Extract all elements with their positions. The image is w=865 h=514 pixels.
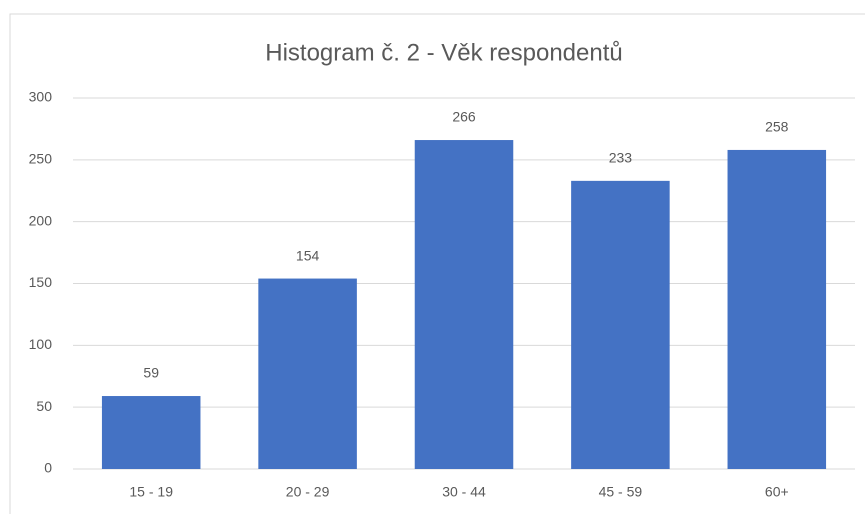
- data-label: 59: [143, 365, 159, 381]
- bar: [101, 396, 201, 469]
- bar: [571, 180, 670, 469]
- y-tick-label: 200: [29, 212, 53, 228]
- x-tick-label: 45 - 59: [599, 484, 643, 500]
- x-tick-label: 20 - 29: [286, 484, 330, 500]
- y-tick-label: 250: [29, 151, 53, 167]
- y-tick-label: 150: [29, 274, 53, 290]
- bar: [258, 278, 357, 469]
- bar: [414, 140, 514, 469]
- y-tick-label: 100: [29, 336, 53, 352]
- data-label: 233: [609, 150, 633, 166]
- x-tick-label: 60+: [765, 484, 789, 500]
- chart-title: Histogram č. 2 - Věk respondentů: [265, 39, 623, 66]
- y-tick-label: 0: [44, 460, 52, 476]
- x-tick-label: 30 - 44: [442, 484, 486, 500]
- data-label: 154: [296, 247, 320, 263]
- data-label: 258: [765, 119, 789, 135]
- data-label: 266: [452, 109, 476, 125]
- x-tick-label: 15 - 19: [129, 484, 173, 500]
- y-tick-label: 300: [29, 89, 53, 105]
- bar: [727, 149, 827, 469]
- y-tick-label: 50: [36, 398, 52, 414]
